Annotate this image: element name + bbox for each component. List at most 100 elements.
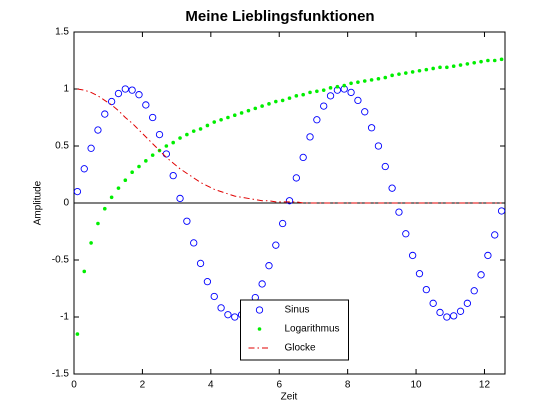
y-tick-label: 1.5 [55,27,69,38]
marker [450,312,458,320]
marker [367,124,376,132]
legend-swatch [257,327,262,331]
marker [144,159,148,163]
marker [472,60,477,65]
chart-title: Meine Lieblingsfunktionen [185,8,374,25]
marker [253,106,258,111]
marker [349,81,353,86]
marker [164,144,169,148]
marker [75,332,80,336]
marker [150,153,155,157]
marker [436,308,444,317]
marker [274,99,278,104]
marker [326,92,335,100]
marker [185,132,189,137]
marker [212,120,217,124]
marker [335,84,340,89]
marker [354,96,362,105]
marker [239,111,244,115]
marker [491,231,499,239]
marker [190,239,198,247]
marker [492,58,497,63]
marker [246,108,251,113]
marker [402,230,410,238]
x-tick-label: 8 [345,380,351,391]
y-tick-label: -1.5 [52,369,70,380]
legend-swatch [255,306,264,314]
marker [183,217,191,225]
x-axis-label: Zeit [281,392,298,403]
marker [320,102,328,110]
marker [415,270,424,278]
marker [408,251,417,260]
marker [267,102,271,106]
marker [292,174,300,182]
marker [142,101,150,109]
marker [390,73,394,78]
marker [210,292,218,301]
x-tick-label: 2 [140,380,146,391]
legend-label: Sinus [285,305,310,316]
marker [96,221,100,226]
marker [417,68,422,73]
marker [107,97,116,106]
marker [176,194,184,203]
marker [438,65,442,70]
marker [101,110,109,118]
marker [231,313,239,321]
marker [497,207,506,215]
marker [313,116,321,124]
marker [80,165,88,173]
marker [258,280,266,288]
marker [73,187,82,196]
marker [149,113,157,122]
marker [388,184,396,192]
marker [445,65,449,70]
marker [196,259,205,268]
marker [279,219,287,228]
marker [397,72,401,76]
x-tick-label: 10 [411,380,423,391]
marker [361,108,369,116]
series-line [77,88,502,204]
marker [486,58,490,63]
marker [424,67,429,72]
y-tick-label: -0.5 [52,255,70,266]
x-tick-label: 12 [479,380,491,391]
marker [82,269,87,274]
marker [477,271,485,279]
y-axis-label: Amplitude [33,180,44,225]
marker [356,80,360,84]
marker [116,186,121,190]
marker [328,86,333,90]
marker [321,88,326,92]
marker [178,136,182,140]
x-tick-label: 6 [276,380,282,391]
marker [499,57,504,62]
y-tick-label: 1 [63,84,69,95]
marker [171,140,175,145]
marker [226,115,230,120]
marker [130,170,134,175]
marker [429,299,437,307]
marker [374,142,383,150]
marker [376,76,381,81]
marker [362,79,367,83]
marker [123,178,128,182]
marker [456,307,465,315]
marker [280,98,285,103]
y-tick-label: -1 [60,312,69,323]
marker [219,117,223,122]
marker [410,70,415,74]
marker [121,85,129,93]
marker [232,113,237,118]
y-tick-label: 0.5 [55,141,69,152]
marker [114,89,123,98]
marker [422,285,430,294]
marker [203,278,212,286]
marker [308,90,312,95]
x-tick-label: 4 [208,380,214,391]
x-tick-label: 0 [71,380,77,391]
marker [272,241,280,249]
marker [404,71,408,75]
